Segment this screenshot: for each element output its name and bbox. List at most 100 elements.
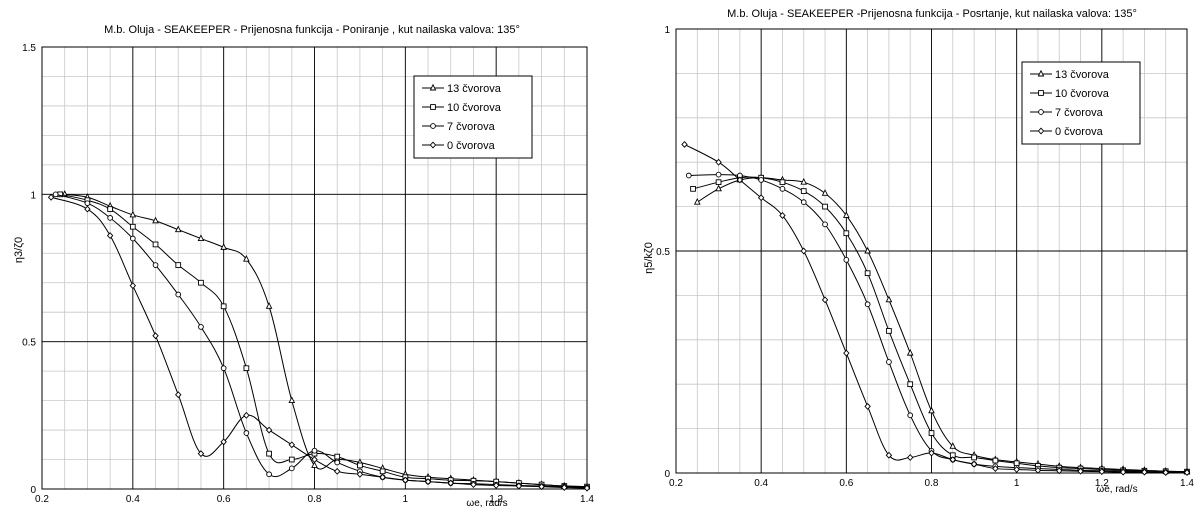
chart2-data-point — [886, 359, 892, 365]
chart1-data-point — [265, 426, 273, 434]
chart1-data-point — [356, 470, 364, 478]
chart1-data-point — [152, 216, 159, 224]
chart2-data-point — [779, 185, 786, 192]
chart2-data-point — [971, 454, 977, 461]
chart1-data-point — [288, 465, 295, 472]
chart2-x-tick-label: 0.2 — [669, 478, 683, 489]
chart1-data-point — [288, 396, 296, 404]
chart2-data-point — [885, 451, 893, 459]
chart2-legend-marker — [1037, 127, 1045, 135]
chart1-data-point — [220, 365, 227, 372]
chart2-data-point — [757, 194, 765, 202]
chart2-data-point — [693, 197, 701, 205]
chart2-data-point — [1162, 469, 1169, 477]
chart1-data-point — [84, 205, 91, 213]
chart1-data-point — [47, 193, 55, 201]
chart1-data-point — [538, 483, 545, 491]
chart2-data-point — [1098, 468, 1106, 476]
chart1-data-point — [243, 411, 250, 419]
chart2-legend-label: 0 čvorova — [1055, 126, 1104, 138]
chart1-data-point — [288, 441, 296, 449]
chart2-data-point — [800, 247, 807, 255]
chart1-data-point — [243, 430, 250, 436]
chart2-data-point — [864, 301, 871, 308]
chart2-legend-marker — [1038, 109, 1044, 115]
chart2-data-point — [906, 348, 914, 356]
chart2-data-point — [822, 221, 828, 228]
chart2-data-point — [906, 453, 914, 461]
chart2-data-point — [843, 257, 850, 263]
chart2-data-point — [864, 402, 871, 410]
chart1-ylabel: η3/ζ0 — [13, 237, 25, 263]
chart1-y-tick-label: 1 — [30, 190, 36, 201]
chart2-data-point — [886, 328, 892, 334]
chart2-data-point — [715, 158, 722, 166]
chart1-data-point — [311, 456, 318, 463]
chart1-data-point — [311, 447, 318, 454]
chart2-data-point — [736, 176, 744, 184]
chart1-data-point — [357, 462, 363, 469]
chart2-data-point — [800, 177, 808, 185]
chart2-data-point — [907, 381, 914, 388]
chart2-legend-marker — [1037, 69, 1045, 77]
chart1-legend-marker — [429, 141, 437, 149]
chart1-data-point — [174, 225, 182, 233]
chart1-data-point — [107, 215, 113, 221]
chart2-data-point — [992, 457, 999, 464]
chart1-data-point — [152, 262, 159, 268]
chart2-data-point — [1034, 466, 1042, 474]
chart1-x-tick-label: 1.2 — [489, 494, 503, 505]
chart2-data-point — [715, 184, 722, 192]
chart1-data-point — [470, 481, 477, 489]
chart1-data-point — [129, 210, 137, 218]
chart1-data-point — [265, 302, 273, 309]
chart1-data-point — [402, 476, 409, 484]
chart2-data-point — [1013, 465, 1020, 473]
chart2-ylabel-group: η5/kζ0 — [643, 242, 655, 274]
chart1-data-point — [129, 235, 136, 242]
chart2-data-point — [681, 140, 688, 148]
chart2-x-tick-label: 0.4 — [754, 478, 768, 489]
chart2-xlabel: ωe, rad/s — [1096, 484, 1137, 495]
chart1-ylabel-group: η3/ζ0 — [13, 237, 25, 263]
chart2-data-point — [949, 442, 957, 449]
chart1-legend-label: 10 čvorova — [447, 102, 502, 114]
chart2-legend-item: 13 čvorova — [1030, 69, 1110, 81]
chart2-legend-item: 0 čvorova — [1030, 126, 1104, 138]
chart2-data-point — [1119, 468, 1127, 476]
chart2-data-point — [864, 246, 871, 254]
chart1-data-point — [129, 282, 137, 290]
chart2-plot-frame — [675, 28, 1188, 474]
chart2-data-point — [949, 456, 957, 464]
chart2-data-point — [907, 412, 914, 419]
chart1-x-tick-label: 1 — [403, 494, 409, 505]
chart1-xlabel: ωe, rad/s — [466, 498, 507, 509]
chart1-data-point — [334, 459, 341, 466]
chart1-plot-frame — [41, 46, 588, 490]
chart1-data-point — [52, 191, 59, 198]
chart2-legend-label: 13 čvorova — [1055, 69, 1110, 81]
chart1-x-tick-label: 0.8 — [308, 494, 322, 505]
chart2-data-point — [885, 295, 893, 303]
chart1-legend-item: 10 čvorova — [422, 102, 502, 114]
chart2-legend-label: 7 čvorova — [1055, 107, 1104, 119]
chart2-data-point — [992, 465, 999, 473]
chart1-data-point — [311, 461, 318, 468]
chart2-data-point — [758, 177, 765, 183]
chart2-data-point — [779, 179, 786, 186]
chart1-data-point — [198, 324, 204, 330]
chart1-legend-item: 13 čvorova — [422, 83, 502, 95]
chart1-data-point — [152, 332, 159, 340]
chart2-data-point — [843, 230, 850, 237]
chart1-data-point — [243, 365, 250, 372]
chart1-data-point — [266, 471, 272, 478]
chart2-data-point — [843, 211, 850, 218]
chart1-data-point — [561, 484, 568, 491]
chart2-data-point — [822, 203, 828, 210]
chart2-y-tick-label: 0.5 — [656, 247, 670, 258]
chart2-data-point — [1183, 469, 1191, 477]
chart2-ylabel: η5/kζ0 — [643, 242, 655, 274]
chart2-legend-item: 10 čvorova — [1030, 88, 1110, 100]
chart1-data-point — [220, 303, 227, 310]
chart1-legend-marker — [429, 83, 437, 91]
